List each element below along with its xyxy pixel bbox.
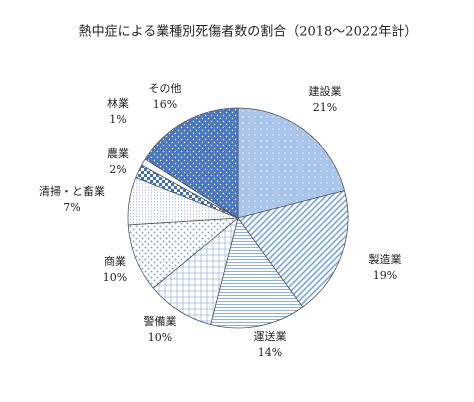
slice-value: 10% (148, 331, 172, 344)
slice-label: 運送業 (254, 329, 287, 343)
slice-value: 21% (313, 101, 337, 114)
slice-label: 建設業 (309, 84, 342, 98)
slice-value: 2% (109, 163, 126, 176)
slice-label: 商業 (104, 254, 126, 268)
chart-title: 熱中症による業種別死傷者数の割合（2018～2022年計） (79, 24, 418, 40)
slice-value: 10% (103, 271, 127, 284)
slice-value: 7% (63, 201, 80, 214)
pie-slice (210, 217, 304, 329)
slice-label: その他 (149, 82, 182, 95)
pie-slice (237, 190, 349, 308)
pie-slice (237, 107, 346, 219)
slice-label: 林業 (107, 96, 129, 110)
slice-label: 製造業 (369, 252, 402, 266)
pie-slice (144, 107, 239, 219)
slice-label: 警備業 (144, 314, 177, 328)
slice-value: 16% (153, 98, 177, 111)
slice-label: 農業 (107, 146, 129, 160)
slice-value: 19% (373, 269, 397, 282)
slice-value: 1% (109, 113, 126, 126)
slice-value: 14% (258, 346, 282, 359)
slice-label: 清掃・と畜業 (39, 184, 105, 198)
